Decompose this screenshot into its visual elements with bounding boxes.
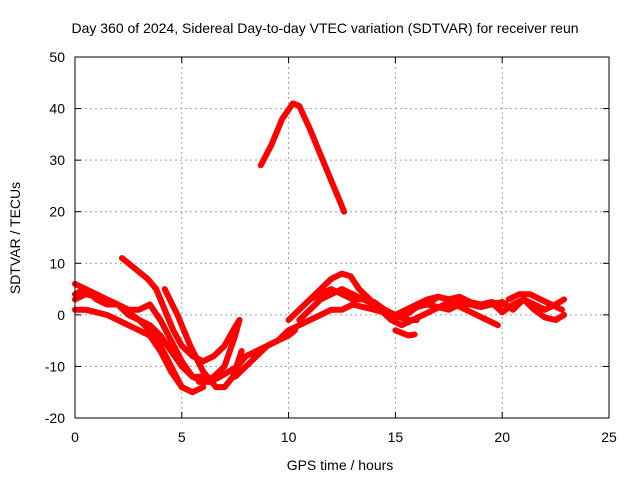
x-axis-label: GPS time / hours bbox=[287, 457, 394, 473]
axis-ticks: 0 5 10 15 20 25 -20 -10 0 10 20 30 40 50 bbox=[45, 49, 617, 445]
series-line-s9 bbox=[257, 100, 348, 215]
x-tick-label: 5 bbox=[178, 429, 186, 445]
data-series bbox=[72, 100, 568, 396]
y-tick-label: -20 bbox=[45, 410, 65, 426]
y-tick-label: 30 bbox=[49, 152, 65, 168]
grid-lines bbox=[75, 57, 609, 418]
y-tick-label: 0 bbox=[57, 307, 65, 323]
y-tick-label: 20 bbox=[49, 204, 65, 220]
chart-title: Day 360 of 2024, Sidereal Day-to-day VTE… bbox=[71, 20, 578, 36]
plot-frame bbox=[74, 56, 610, 419]
x-tick-label: 0 bbox=[71, 429, 79, 445]
series-line-s14 bbox=[424, 296, 568, 313]
y-tick-label: 50 bbox=[49, 49, 65, 65]
y-tick-label: -10 bbox=[45, 358, 65, 374]
series-line-s10 bbox=[285, 270, 501, 329]
series-line-s1 bbox=[72, 286, 243, 385]
x-tick-label: 25 bbox=[601, 429, 617, 445]
y-tick-label: 40 bbox=[49, 101, 65, 117]
series-line-s4 bbox=[72, 291, 207, 380]
x-tick-label: 15 bbox=[388, 429, 404, 445]
x-tick-label: 10 bbox=[281, 429, 297, 445]
y-tick-label: 10 bbox=[49, 255, 65, 271]
series-line-s16 bbox=[505, 291, 565, 313]
series-line-s5 bbox=[119, 255, 243, 365]
series-line-s13 bbox=[392, 327, 418, 339]
series-line-s12 bbox=[307, 286, 495, 321]
y-axis-label: SDTVAR / TECUs bbox=[7, 182, 23, 294]
series-line-s15 bbox=[490, 296, 568, 323]
x-tick-label: 20 bbox=[494, 429, 510, 445]
